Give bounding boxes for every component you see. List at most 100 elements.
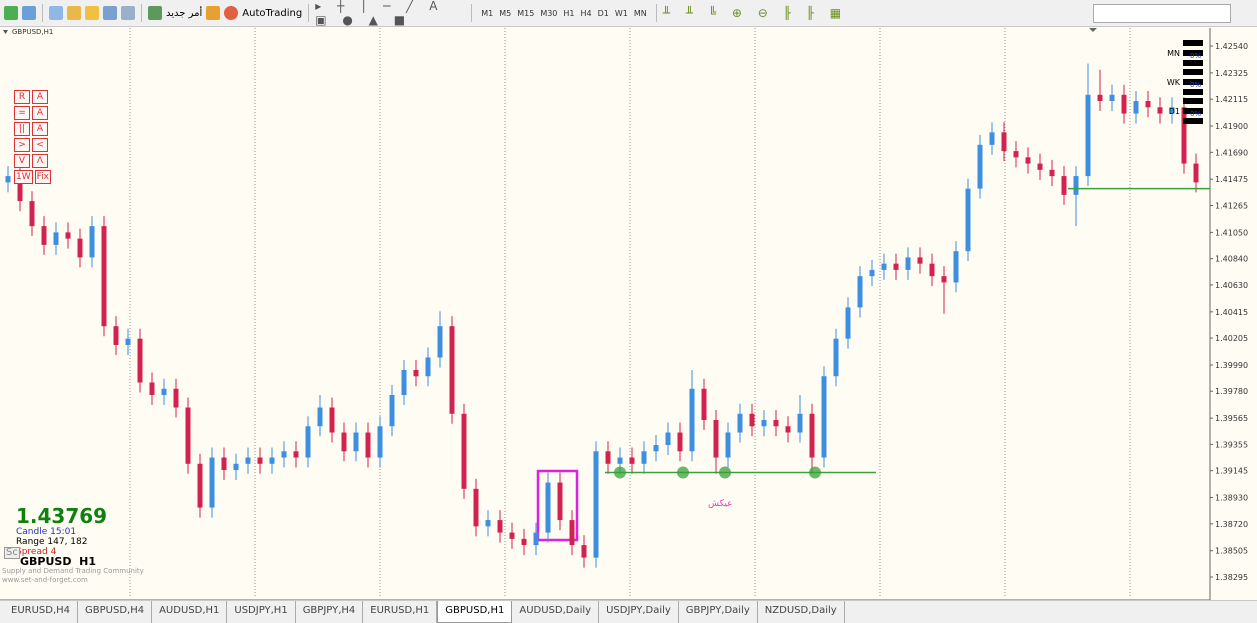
candle-body — [413, 369, 419, 377]
tool-button[interactable]: || — [14, 122, 30, 136]
candle-body — [917, 257, 923, 264]
icon[interactable] — [4, 6, 18, 20]
candle-body — [365, 432, 371, 458]
tab[interactable]: AUDUSD,H1 — [152, 601, 228, 623]
tab[interactable]: AUDUSD,Daily — [512, 601, 600, 623]
range-label: Range — [16, 537, 45, 547]
tool-button[interactable]: < — [32, 138, 48, 152]
timeframe-button[interactable]: MN — [633, 8, 647, 18]
candle-body — [53, 232, 59, 245]
period-bar — [1183, 40, 1203, 46]
candle-label: Candle — [16, 527, 48, 537]
candle-body — [869, 269, 875, 277]
candle-body — [617, 457, 623, 464]
plot-background — [0, 28, 1257, 600]
tool-button[interactable]: A — [32, 122, 48, 136]
y-tick-label: 1.40630 — [1215, 281, 1248, 290]
tab[interactable]: GBPJPY,Daily — [679, 601, 758, 623]
search-box[interactable] — [1093, 4, 1231, 23]
icon[interactable] — [22, 6, 36, 20]
candle-body — [65, 232, 71, 239]
community: Supply and Demand Trading Community — [2, 567, 144, 575]
candle-body — [761, 420, 767, 427]
separator — [471, 4, 473, 22]
tab[interactable]: EURUSD,H1 — [363, 601, 438, 623]
candle-body — [317, 407, 323, 427]
tab[interactable]: GBPJPY,H4 — [296, 601, 364, 623]
timeframe-button[interactable]: W1 — [614, 8, 628, 18]
sc-button[interactable]: Sc — [4, 547, 20, 559]
touch-point — [719, 466, 731, 479]
timeframe-button[interactable]: M5 — [499, 8, 512, 18]
tab[interactable]: GBPUSD,H1 — [437, 601, 513, 623]
period: H1 — [79, 555, 97, 568]
tool-button[interactable]: Λ — [32, 154, 48, 168]
timeframe-button[interactable]: M30 — [540, 8, 558, 18]
candle-body — [905, 257, 911, 270]
candle-body — [233, 463, 239, 471]
touch-point — [677, 466, 689, 479]
timeframe-button[interactable]: H4 — [580, 8, 592, 18]
candle-body — [749, 413, 755, 427]
autotrading[interactable]: AutoTrading — [242, 7, 303, 19]
tool-button[interactable]: V — [14, 154, 30, 168]
toolbar: أمر جديد AutoTrading ▸ ┼ │ ─ ╱ A ▣ ● ▲ ■… — [0, 0, 1257, 27]
candle-body — [461, 413, 467, 489]
drawing-tools: ▸ ┼ │ ─ ╱ A ▣ ● ▲ ■ — [315, 0, 444, 27]
annotation: عيكش — [708, 499, 733, 509]
icon[interactable] — [67, 6, 81, 20]
icon[interactable] — [85, 6, 99, 20]
icon[interactable] — [224, 6, 239, 20]
new-order[interactable]: أمر جديد — [166, 7, 203, 19]
icon[interactable] — [103, 6, 117, 20]
candle-body — [641, 451, 647, 464]
tool-button[interactable]: Fix — [34, 170, 51, 184]
tool-button[interactable]: 1W — [14, 170, 33, 184]
tool-button[interactable]: A — [32, 106, 48, 120]
separator — [308, 4, 310, 22]
candle-body — [1169, 107, 1175, 114]
button-row: > < — [14, 138, 51, 152]
timeframe-button[interactable]: M1 — [481, 8, 494, 18]
tab[interactable]: GBPUSD,H4 — [78, 601, 153, 623]
candle-body — [1085, 94, 1091, 177]
tool-button[interactable]: = — [14, 106, 30, 120]
period-name: MN — [1167, 49, 1180, 58]
period-bar — [1183, 60, 1203, 66]
icon[interactable] — [121, 6, 135, 20]
y-tick-label: 1.40840 — [1215, 255, 1248, 264]
tab[interactable]: USDJPY,H1 — [227, 601, 296, 623]
icon[interactable] — [49, 6, 63, 20]
icon[interactable] — [206, 6, 221, 20]
separator — [42, 4, 43, 22]
candle-body — [941, 276, 947, 283]
tool-button[interactable]: > — [14, 138, 30, 152]
y-tick-label: 1.39990 — [1215, 361, 1248, 370]
icon[interactable] — [148, 6, 162, 20]
candle-body — [173, 388, 179, 408]
candle-body — [821, 376, 827, 458]
candle-body — [857, 276, 863, 308]
y-tick-label: 1.39565 — [1215, 414, 1248, 423]
candle-body — [137, 338, 143, 383]
chart: GBPUSD,H1 1.42540 1.42325 1.42115 1.41900 1.4… — [0, 28, 1257, 600]
tab[interactable]: EURUSD,H4 — [4, 601, 79, 623]
candle-body — [545, 482, 551, 533]
tool-button[interactable]: A — [32, 90, 48, 104]
candle-body — [977, 144, 983, 189]
tabs: EURUSD,H4 GBPUSD,H4 AUDUSD,H1 USDJPY,H1 GBPJ… — [0, 600, 1257, 623]
timeframe-button[interactable]: D1 — [597, 8, 609, 18]
candle-body — [1037, 163, 1043, 170]
candle-body — [1121, 94, 1127, 114]
candle-body — [1013, 151, 1019, 158]
candle-body — [653, 445, 659, 452]
candle-body — [893, 263, 899, 270]
timeframe-button[interactable]: H1 — [563, 8, 575, 18]
tab[interactable]: NZDUSD,Daily — [758, 601, 845, 623]
tool-button[interactable]: R — [14, 90, 30, 104]
tab[interactable]: USDJPY,Daily — [599, 601, 679, 623]
candle-body — [1001, 132, 1007, 152]
timeframe-button[interactable]: M15 — [517, 8, 535, 18]
candle-body — [245, 457, 251, 464]
